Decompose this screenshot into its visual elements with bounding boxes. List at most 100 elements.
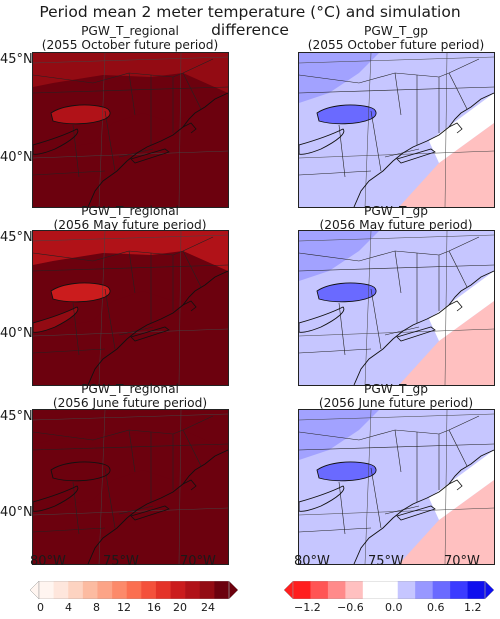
state-border	[299, 527, 372, 533]
lake-erie-shore	[33, 128, 79, 155]
lake-ontario	[317, 105, 377, 124]
long-island-outline	[396, 148, 436, 164]
state-border	[33, 527, 106, 533]
cb-temp-tick: 4	[65, 601, 72, 614]
state-border	[370, 467, 382, 529]
state-border	[104, 110, 116, 172]
cape-cod-outline	[448, 479, 463, 491]
state-border	[128, 429, 136, 473]
panel-period: (2056 May future period)	[53, 218, 207, 232]
lake-ontario-shore	[50, 104, 111, 125]
cb-diff-tick: −0.6	[337, 601, 364, 614]
colorbar-bin	[467, 581, 486, 599]
lake-ontario	[51, 105, 111, 124]
state-border	[394, 429, 402, 473]
colorbar-bin	[68, 581, 84, 599]
state-border	[104, 288, 116, 350]
colorbar-bin	[432, 581, 451, 599]
lake-ontario-shore	[316, 104, 377, 125]
graticule-line	[364, 53, 372, 207]
colorbar-bin	[293, 581, 311, 599]
graticule-line	[98, 231, 106, 385]
lake-erie-shore	[33, 306, 79, 333]
colorbar-bin	[450, 581, 468, 599]
lake-ontario	[317, 462, 377, 481]
lat-label-40n: 40°N	[0, 505, 33, 520]
cape-cod-outline	[182, 300, 197, 312]
difference-colorbar	[284, 581, 494, 599]
map-panel-regional-jun-2056	[32, 409, 229, 565]
colorbar-bin	[199, 581, 215, 599]
colorbar-bin	[310, 581, 329, 599]
graticule-line	[33, 234, 228, 242]
lake-erie	[33, 129, 78, 155]
panel-period: (2055 October future period)	[41, 38, 219, 52]
map-panel-diff-oct-2055	[298, 52, 495, 208]
state-border	[394, 250, 402, 294]
panel-name: PGW_T_regional	[81, 204, 179, 218]
colorbar-extend-low	[284, 581, 294, 599]
state-border	[33, 58, 214, 84]
state-border	[299, 348, 372, 354]
figure-title: Period mean 2 meter temperature (°C) and…	[39, 3, 461, 39]
cb-diff-tick: 0.0	[385, 601, 403, 614]
state-border	[33, 348, 106, 354]
colorbar-bin	[112, 581, 127, 599]
colorbar-bin	[97, 581, 113, 599]
colorbar-bin	[82, 581, 98, 599]
panel-name: PGW_T_gp	[364, 24, 428, 38]
long-island-outline	[396, 326, 436, 342]
state-border	[182, 72, 202, 110]
graticule-line	[33, 413, 228, 421]
colorbar-bin	[126, 581, 142, 599]
state-border	[33, 443, 228, 451]
state-border	[72, 302, 80, 356]
colorbar-bin	[415, 581, 433, 599]
panel-title-regional-3: PGW_T_regional (2056 June future period)	[30, 382, 230, 410]
colorbar-extend-high	[228, 581, 238, 599]
state-border	[394, 72, 402, 116]
cape-cod-outline	[182, 479, 197, 491]
coastline	[353, 449, 494, 564]
long-island-outline	[130, 148, 170, 164]
graticule-line	[178, 231, 182, 385]
lat-label-45n: 45°N	[0, 409, 33, 424]
panel-title-diff-3: PGW_T_gp (2056 June future period)	[296, 382, 496, 410]
colorbar-bin	[380, 581, 399, 599]
panel-period: (2056 May future period)	[319, 218, 473, 232]
cb-temp-tick: 12	[117, 601, 131, 614]
cb-temp-tick: 16	[147, 601, 161, 614]
panel-period: (2056 June future period)	[318, 396, 474, 410]
map-panel-regional-oct-2055	[32, 52, 229, 208]
lat-label-40n: 40°N	[0, 150, 33, 165]
cape-cod-outline	[448, 300, 463, 312]
coastline	[87, 270, 228, 385]
state-border	[448, 429, 468, 467]
map-panel-regional-may-2056	[32, 230, 229, 386]
cb-temp-tick: 0	[37, 601, 44, 614]
cape-cod-outline	[448, 122, 463, 134]
long-island-outline	[130, 326, 170, 342]
lake-erie	[33, 307, 78, 333]
colorbar-bin	[155, 581, 171, 599]
difference-negative-zone	[399, 480, 494, 564]
state-border	[118, 326, 154, 336]
cb-diff-tick: 1.2	[464, 601, 482, 614]
long-island-outline	[130, 505, 170, 521]
state-border	[338, 302, 346, 356]
state-border	[118, 148, 154, 158]
graticule-line	[364, 231, 372, 385]
panel-name: PGW_T_regional	[81, 24, 179, 38]
lake-erie-shore	[299, 306, 345, 333]
cape-cod-outline	[182, 122, 197, 134]
colorbar-bin	[141, 581, 157, 599]
lake-ontario	[51, 462, 111, 481]
state-border	[72, 481, 80, 535]
graticule-line	[444, 410, 448, 564]
state-border	[182, 250, 202, 288]
state-border	[448, 72, 468, 110]
lat-label-40n: 40°N	[0, 326, 33, 341]
graticule-line	[178, 53, 182, 207]
state-border	[299, 236, 480, 262]
panel-title-diff-1: PGW_T_gp (2055 October future period)	[296, 24, 496, 52]
